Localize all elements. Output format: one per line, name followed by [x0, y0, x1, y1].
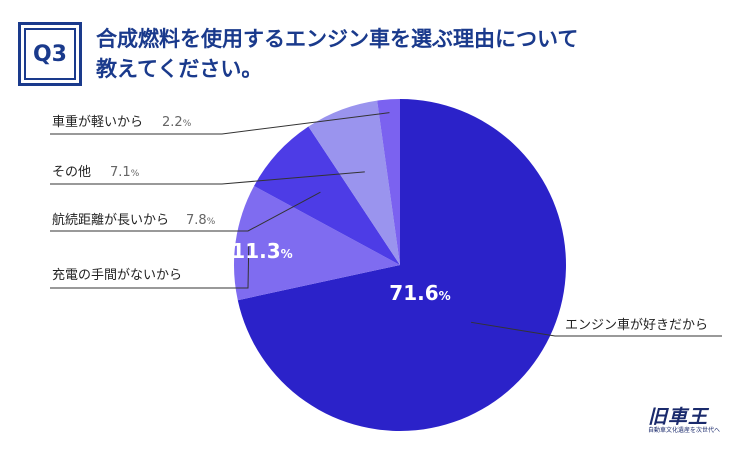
leader-line — [470, 321, 722, 337]
slice-value: 7.1% — [110, 165, 140, 180]
slice-value: 2.2% — [162, 115, 192, 130]
question-title-line1: 合成燃料を使用するエンジン車を選ぶ理由について — [96, 27, 579, 51]
pie-slice — [377, 99, 400, 265]
question-title-line2: 教えてください。 — [96, 57, 263, 81]
slice-label: 航続距離が長いから — [52, 212, 169, 228]
leader-line — [50, 171, 365, 185]
slice-label: 車重が軽いから — [52, 114, 143, 130]
question-badge: Q3 — [18, 22, 82, 86]
question-badge-inner: Q3 — [24, 28, 76, 80]
brand-logo: 旧車王 自動車文化遺産を次世代へ — [648, 407, 740, 443]
leader-line — [50, 191, 321, 232]
leader-line — [50, 243, 250, 289]
pie-slice — [234, 185, 400, 301]
pie-slice — [308, 100, 400, 265]
slice-value: 7.8% — [186, 213, 216, 228]
question-number: Q3 — [32, 41, 67, 67]
pie-slice — [254, 126, 400, 266]
brand-logo-main: 旧車王 — [648, 406, 709, 428]
slice-label: その他 — [52, 165, 91, 180]
slice-label: 充電の手間がないから — [52, 267, 182, 283]
slice-label: エンジン車が好きだから — [565, 318, 708, 333]
pie-slice — [237, 99, 566, 431]
question-title: 合成燃料を使用するエンジン車を選ぶ理由について 教えてください。 — [96, 24, 656, 84]
brand-logo-tagline: 自動車文化遺産を次世代へ — [648, 427, 721, 434]
leader-line — [50, 112, 390, 135]
